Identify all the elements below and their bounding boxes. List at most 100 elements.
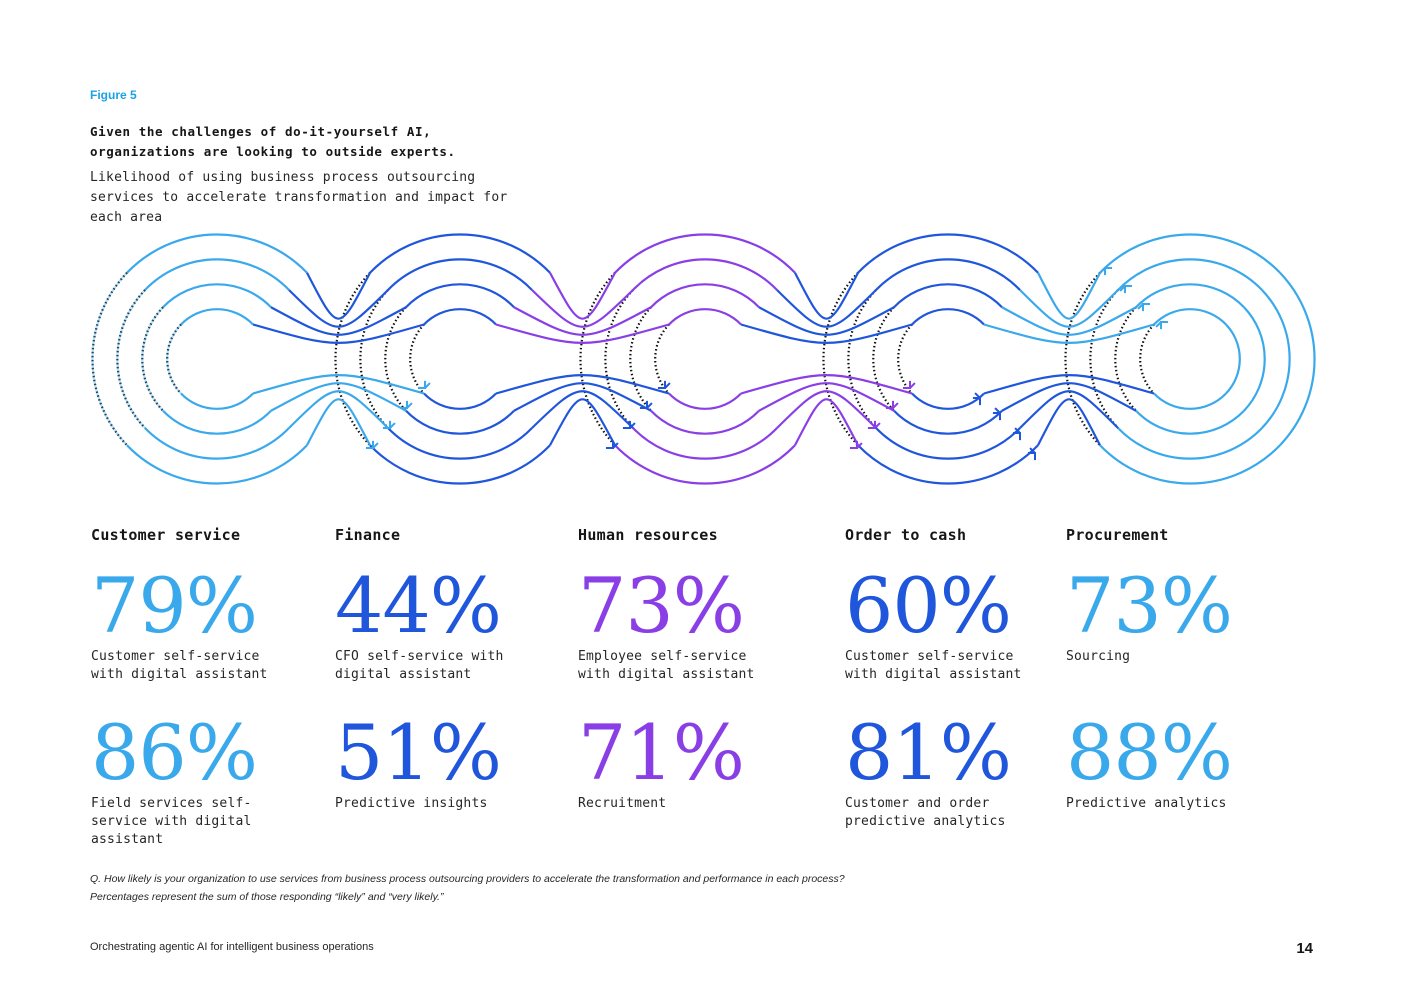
flow-ring-arc [162,409,272,435]
stat-percentage: 73% [578,561,745,650]
figure-subheadline: Likelihood of using business process out… [90,170,508,225]
page-number: 14 [1296,940,1313,957]
dotted-ring-arc [384,306,407,412]
flow-ring-arc [387,258,533,291]
stat-label: Predictive insights [335,796,488,811]
footer-title: Orchestrating agentic AI for intelligent… [90,941,374,953]
flow-connector [1037,272,1101,320]
flow-arrow-icon [657,380,671,389]
flow-ring-arc [144,258,290,291]
flow-arrow-icon [1155,321,1169,330]
flow-ring-arc [180,392,254,410]
flow-connector [513,382,652,412]
flow-arrow-icon [1012,427,1021,441]
stat-label: Employee self-service with digital assis… [578,649,755,682]
flow-ring-arc [369,444,551,485]
flow-ring-arc [126,233,308,274]
dotted-ring-arc [847,289,877,429]
flow-ring-arc [1243,306,1266,412]
flow-arrow-icon [972,392,981,406]
stat-block: 86% Field services self-service with dig… [91,713,291,849]
dotted-ring-arc [91,271,128,447]
flow-ring-arc [180,308,254,326]
flow-ring-arc [369,233,551,274]
stat-label: Customer self-service with digital assis… [845,649,1022,682]
dotted-ring-arc [629,306,652,412]
flow-connector [549,398,616,446]
flow-connector [776,289,877,328]
flow-arrow-icon [849,440,863,449]
flow-ring-arc [875,258,1021,291]
stat-label: Recruitment [578,796,667,811]
dotted-ring-arc [334,271,371,447]
flow-arrow-icon [1027,447,1036,461]
flow-arrow-icon [902,380,916,389]
flow-connector [1019,390,1119,429]
flow-ring-arc [1279,271,1316,447]
flow-connector [531,390,634,429]
flow-connector [1001,382,1137,412]
flow-ring-arc [650,409,760,435]
dotted-ring-arc [359,289,389,429]
stat-label: Customer self-service with digital assis… [91,649,268,682]
flow-connector [1037,398,1101,446]
stat-label: Customer and order predictive analytics [845,796,1006,829]
area-title: Human resources [578,526,718,544]
flow-connector [740,323,913,344]
area-title: Order to cash [845,526,967,544]
flow-ring-arc [632,258,778,291]
stat-percentage: 60% [845,561,1012,650]
flow-connector [794,398,859,446]
stat-block: 79% Customer self-service with digital a… [91,566,291,684]
flow-ring-arc [166,323,182,395]
stat-percentage: 71% [578,708,745,797]
flow-arrow-icon [605,440,619,449]
flow-connector [288,289,389,328]
flow-ring-arc [857,444,1039,485]
flow-ring-arc [1135,409,1245,435]
flow-ring-arc [614,233,796,274]
flow-ring-arc [1153,308,1227,326]
stat-label: Sourcing [1066,649,1131,664]
flow-connector [306,272,371,320]
flow-connector [1019,289,1119,328]
stat-label: CFO self-service with digital assistant [335,649,504,682]
dotted-ring-arc [897,323,913,395]
stat-block: 88% Predictive analytics [1066,713,1266,813]
dotted-ring-arc [1089,289,1119,429]
flow-ring-arc [1225,323,1241,395]
stat-percentage: 88% [1066,708,1233,797]
flow-ring-arc [126,444,308,485]
flow-ring-arc [857,233,1039,274]
flow-ring-arc [632,427,778,460]
dotted-ring-arc [166,323,182,395]
flow-arrow-icon [365,440,379,449]
flow-ring-arc [668,392,742,410]
flow-ring-arc [893,409,1003,435]
flow-arrow-icon [1099,267,1113,276]
flow-ring-arc [162,283,272,309]
area-finance: Finance 44% CFO self-service with digita… [335,526,503,811]
flow-ring-arc [91,271,128,447]
flow-ring-arc [1117,258,1263,291]
figure-label: Figure 5 [90,88,137,102]
flow-ring-arc [1261,289,1291,429]
flow-connector [495,323,670,344]
dotted-ring-arc [822,271,859,447]
area-title: Customer service [91,526,241,544]
flow-ring-arc [911,392,985,410]
flow-connector [740,374,913,395]
flow-connector [513,306,652,336]
stat-percentage: 51% [335,708,502,797]
dotted-ring-arc [604,289,634,429]
flow-ring-arc [423,308,497,326]
flow-connector [1001,306,1137,336]
dotted-ring-arc [579,271,616,447]
area-order-to-cash: Order to cash 60% Customer self-service … [845,526,1021,829]
flow-connector [983,323,1155,344]
dotted-ring-arc [1114,306,1137,412]
survey-footnote: Q. How likely is your organization to us… [90,873,845,903]
flow-ring-arc [1099,233,1281,274]
area-title: Finance [335,526,401,544]
stat-label: Field services self-service with digital… [91,796,252,847]
